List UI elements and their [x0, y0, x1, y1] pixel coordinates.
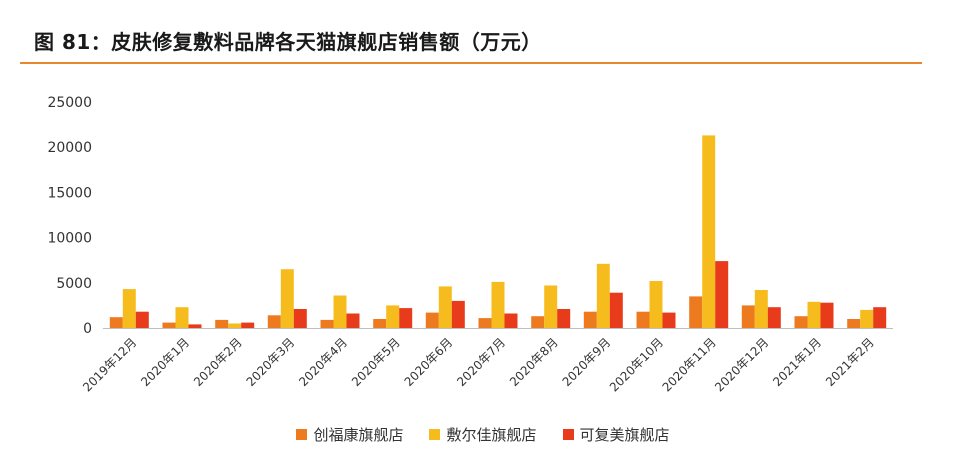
bar-series-2-15 [860, 309, 874, 328]
bar-series-1-11 [636, 311, 650, 328]
bar-series-1-1 [109, 317, 123, 328]
bar-series-3-5 [346, 313, 360, 328]
y-tick-label-5: 25000 [47, 95, 92, 111]
x-tick-label-10: 2020年9月 [560, 335, 614, 389]
x-tick-label-7: 2020年6月 [402, 335, 456, 389]
bar-series-1-2 [162, 322, 176, 328]
x-tick-label-1: 2019年12月 [80, 335, 139, 394]
legend-item-series-1: 创福康旗舰店 [296, 424, 403, 445]
y-tick-label-4: 20000 [47, 140, 92, 156]
bar-series-2-13 [754, 290, 768, 328]
bar-series-1-14 [794, 316, 808, 328]
bar-series-3-1 [135, 311, 149, 328]
x-tick-label-13: 2020年12月 [712, 335, 771, 394]
x-axis: 2019年12月2020年1月2020年2月2020年3月2020年4月2020… [80, 328, 893, 394]
legend-item-series-2: 敷尔佳旗舰店 [429, 424, 537, 445]
bar-series-3-2 [188, 324, 202, 328]
legend-swatch-series-1 [296, 429, 308, 440]
legend-label-series-2: 敷尔佳旗舰店 [446, 426, 537, 444]
bar-series-2-5 [333, 295, 347, 328]
bars-group [109, 135, 887, 328]
bar-series-3-3 [241, 322, 255, 328]
legend-label-series-3: 可复美旗舰店 [579, 426, 670, 444]
legend: 创福康旗舰店 敷尔佳旗舰店 可复美旗舰店 [0, 424, 966, 445]
bar-series-2-12 [702, 135, 716, 328]
bar-series-3-9 [557, 309, 571, 328]
x-tick-label-9: 2020年8月 [507, 335, 561, 389]
title-underline [20, 62, 922, 64]
x-tick-label-8: 2020年7月 [454, 335, 508, 389]
bar-series-1-6 [373, 319, 387, 328]
bar-series-3-14 [820, 302, 834, 328]
bar-series-1-15 [847, 319, 861, 328]
x-tick-label-6: 2020年5月 [349, 335, 403, 389]
bar-series-2-3 [228, 323, 242, 328]
bar-series-2-2 [175, 307, 189, 328]
bar-series-2-6 [386, 305, 400, 328]
x-tick-label-2: 2020年1月 [138, 335, 192, 389]
x-tick-label-14: 2021年1月 [770, 335, 824, 389]
y-tick-label-0: 0 [83, 321, 92, 337]
bar-series-3-7 [451, 300, 465, 328]
legend-swatch-series-3 [562, 429, 574, 440]
bar-series-2-4 [280, 269, 294, 328]
bar-series-3-15 [873, 307, 887, 328]
y-tick-label-1: 5000 [56, 276, 92, 292]
bar-series-3-12 [715, 261, 729, 328]
x-tick-label-3: 2020年2月 [191, 335, 245, 389]
bar-series-1-9 [531, 316, 545, 328]
x-tick-label-4: 2020年3月 [244, 335, 298, 389]
bar-series-2-8 [491, 281, 505, 328]
x-tick-label-15: 2021年2月 [823, 335, 877, 389]
bar-series-1-5 [320, 319, 334, 328]
bar-series-1-12 [689, 296, 703, 328]
y-tick-label-3: 15000 [47, 185, 92, 201]
bar-series-3-13 [767, 307, 781, 328]
bar-series-1-4 [267, 315, 281, 328]
bar-series-2-10 [596, 263, 610, 328]
bar-series-3-10 [609, 292, 623, 328]
y-tick-label-2: 10000 [47, 231, 92, 247]
bar-series-3-8 [504, 313, 518, 328]
bar-series-3-11 [662, 312, 676, 328]
bar-series-2-7 [438, 286, 452, 328]
bar-series-2-1 [122, 289, 136, 328]
y-axis: 0 5000 10000 15000 20000 25000 [47, 95, 92, 337]
bar-series-1-3 [215, 319, 229, 328]
x-tick-label-11: 2020年10月 [607, 335, 666, 394]
chart-title: 图 81：皮肤修复敷料品牌各天猫旗舰店销售额（万元） [34, 30, 542, 54]
bar-series-1-8 [478, 318, 492, 328]
bar-series-3-4 [293, 309, 307, 328]
bar-series-1-10 [583, 311, 597, 328]
bar-series-1-7 [425, 312, 439, 328]
bar-series-2-14 [807, 301, 821, 328]
legend-swatch-series-2 [429, 429, 441, 440]
bar-series-1-13 [741, 305, 755, 328]
bar-series-2-9 [544, 285, 558, 328]
legend-item-series-3: 可复美旗舰店 [562, 424, 670, 445]
bar-series-3-6 [399, 308, 413, 328]
x-tick-label-12: 2020年11月 [660, 335, 719, 394]
bar-series-2-11 [649, 281, 663, 328]
x-tick-label-5: 2020年4月 [296, 335, 350, 389]
legend-label-series-1: 创福康旗舰店 [313, 426, 404, 444]
